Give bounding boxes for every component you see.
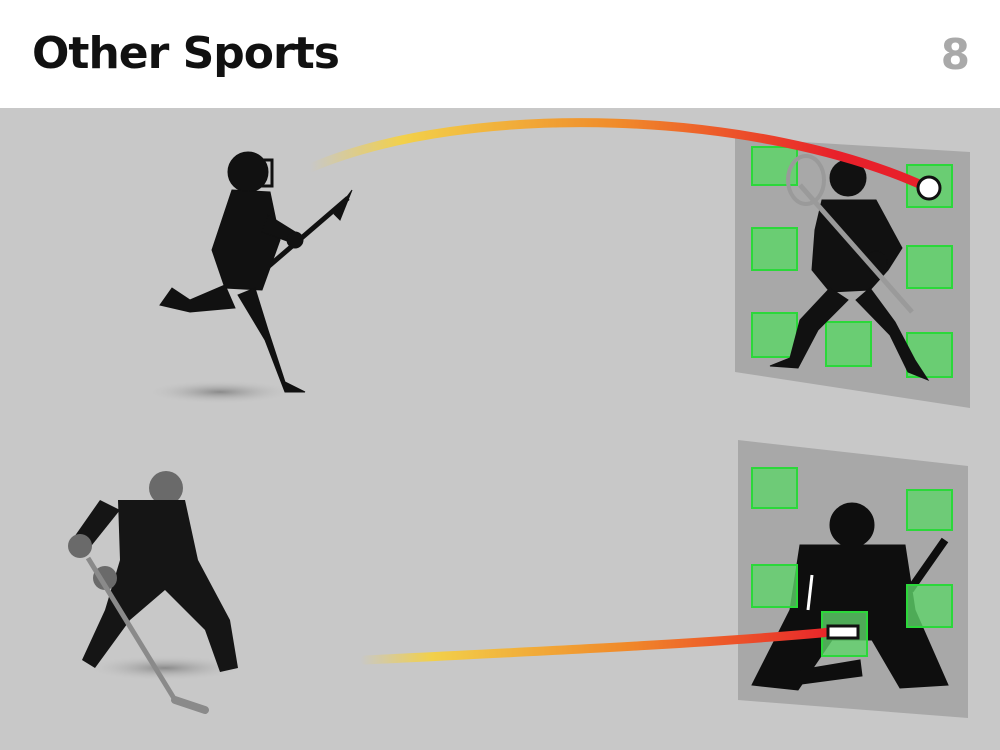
hockey-player-icon	[68, 471, 238, 714]
shooter-shadow	[145, 380, 295, 404]
hockey-puck-icon	[826, 624, 860, 640]
lacrosse-goalie-icon	[769, 154, 930, 382]
lacrosse-player-icon	[159, 151, 353, 393]
hockey-shooter-shadow	[85, 655, 245, 681]
page-number: 8	[940, 30, 970, 79]
hockey-target-zones	[751, 467, 953, 657]
puck-trajectory	[360, 627, 837, 665]
slide-title: Other Sports	[32, 28, 340, 79]
lacrosse-ball-icon	[916, 175, 942, 201]
ball-trajectory	[305, 118, 933, 193]
slide-header: Other Sports 8	[0, 0, 1000, 108]
